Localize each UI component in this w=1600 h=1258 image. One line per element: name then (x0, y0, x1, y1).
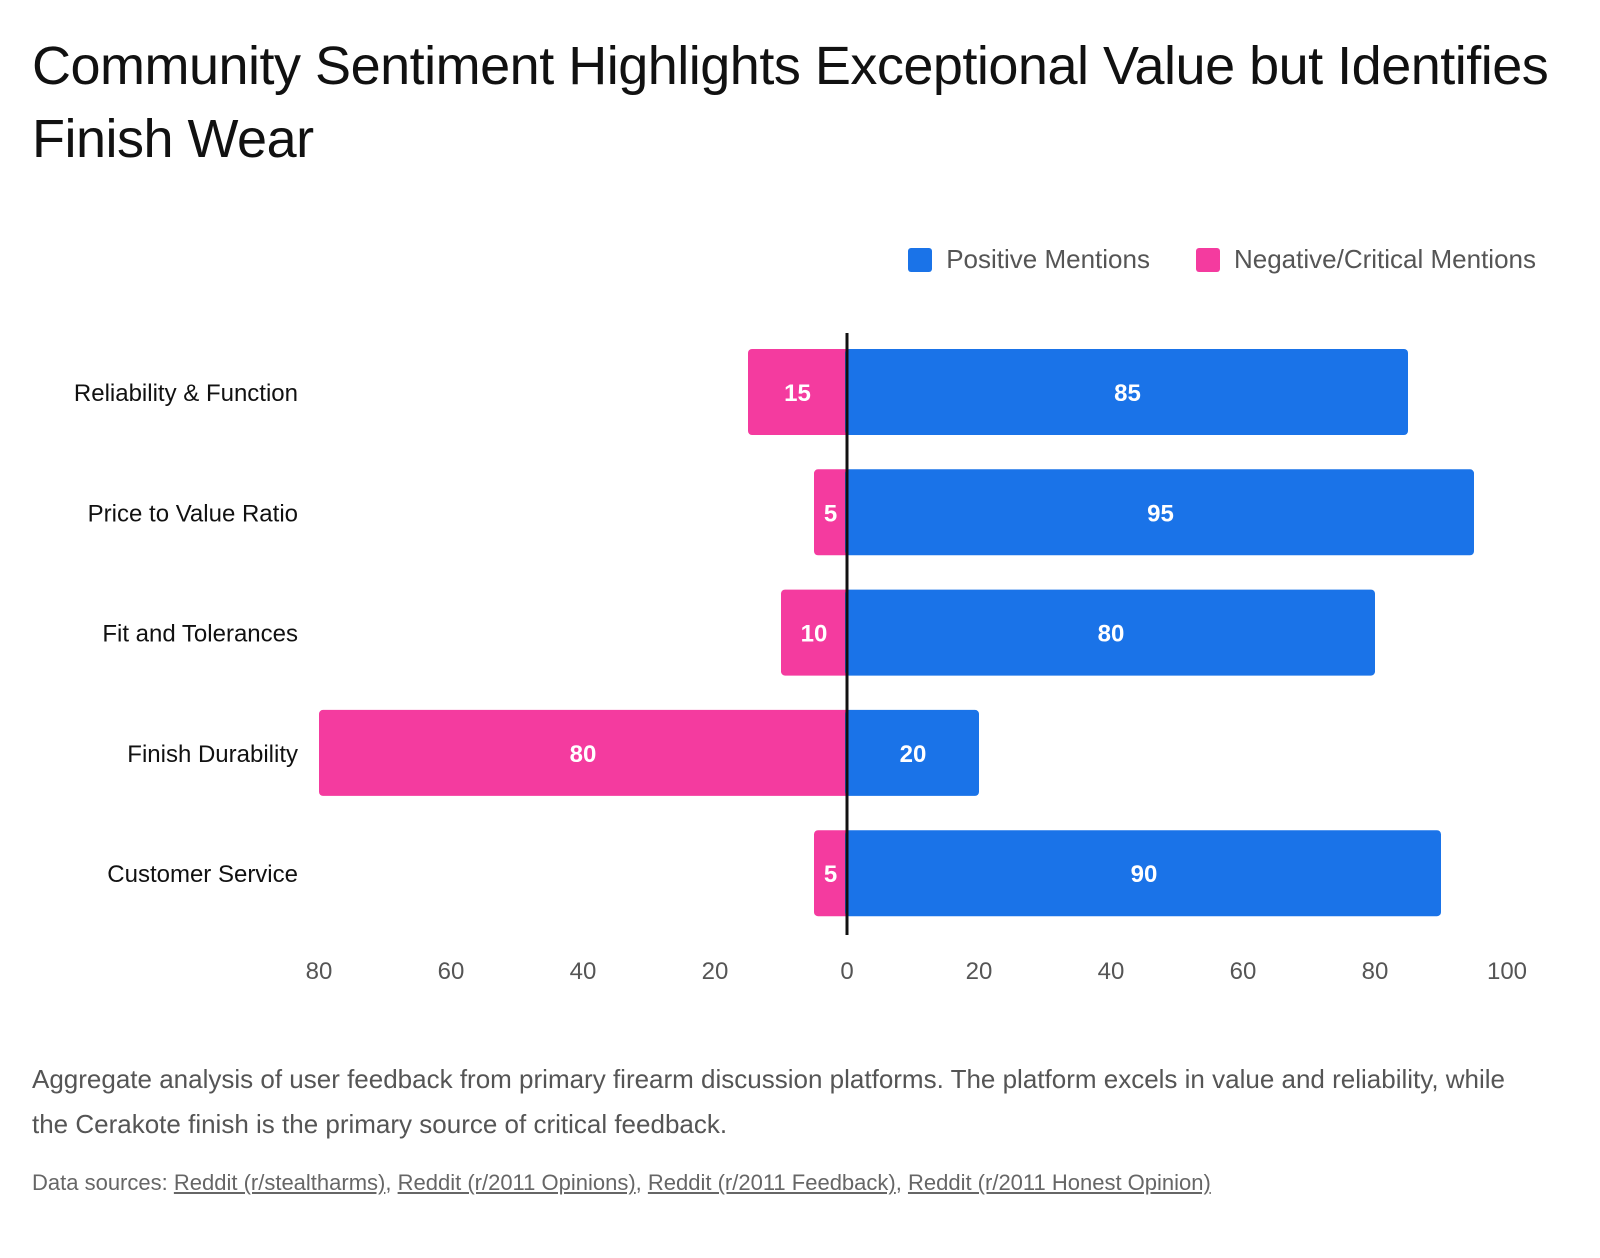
source-link[interactable]: Reddit (r/stealtharms) (173, 1170, 386, 1195)
category-label: Customer Service (107, 861, 298, 888)
source-link[interactable]: Reddit (r/2011 Feedback) (647, 1170, 896, 1195)
source-link[interactable]: Reddit (r/2011 Honest Opinion) (907, 1170, 1211, 1195)
bar-positive (845, 589, 1375, 676)
x-tick-label: 100 (1487, 958, 1527, 985)
legend-swatch-negative (1195, 247, 1220, 272)
data-sources: Data sources: Reddit (r/stealtharms), Re… (32, 1170, 1211, 1195)
x-tick-label: 40 (570, 958, 597, 985)
chart-title: Community Sentiment Highlights Exception… (32, 36, 1549, 169)
data-label-positive: 80 (1098, 621, 1125, 648)
data-label-positive: 85 (1114, 380, 1141, 407)
legend-item-negative: Negative/Critical Mentions (1195, 244, 1536, 275)
legend-label-positive: Positive Mentions (946, 244, 1150, 274)
x-tick-label: 20 (966, 958, 993, 985)
data-label-negative: 15 (784, 380, 811, 407)
bar-negative (814, 830, 851, 917)
x-tick-label: 80 (1362, 958, 1389, 985)
data-label-negative: 5 (824, 500, 837, 527)
bar-positive (845, 830, 1441, 917)
data-label-negative: 10 (801, 621, 828, 648)
legend-swatch-positive (908, 247, 933, 272)
bar-positive (845, 349, 1408, 435)
data-label-positive: 20 (900, 741, 927, 768)
x-tick-label: 80 (306, 958, 333, 985)
bar-negative (781, 589, 851, 676)
data-label-positive: 95 (1147, 500, 1174, 527)
x-tick-label: 0 (840, 958, 853, 985)
category-label: Finish Durability (127, 741, 298, 768)
category-label: Reliability & Function (74, 380, 298, 407)
category-label: Fit and Tolerances (102, 621, 298, 648)
sources-label: Data sources: (32, 1170, 168, 1195)
bar-positive (845, 469, 1474, 556)
legend-item-positive: Positive Mentions (908, 244, 1150, 275)
bar-negative (814, 469, 851, 556)
data-label-negative: 80 (570, 741, 597, 768)
category-label: Price to Value Ratio (88, 500, 298, 527)
data-label-positive: 90 (1131, 861, 1158, 888)
source-link[interactable]: Reddit (r/2011 Opinions) (397, 1170, 636, 1195)
legend: Positive Mentions Negative/Critical Ment… (908, 244, 1536, 275)
x-tick-label: 40 (1098, 958, 1125, 985)
diverging-bar-chart: Reliability & Function 15 85 Price to Value… (74, 333, 1527, 985)
bar-negative (319, 709, 851, 796)
legend-label-negative: Negative/Critical Mentions (1233, 244, 1536, 274)
data-label-negative: 5 (824, 861, 837, 888)
bar-positive (845, 709, 979, 796)
x-tick-label: 60 (1230, 958, 1257, 985)
x-tick-label: 20 (702, 958, 729, 985)
bar-negative (748, 349, 851, 435)
x-tick-label: 60 (438, 958, 465, 985)
chart-description: Aggregate analysis of user feedback from… (32, 1064, 1506, 1139)
